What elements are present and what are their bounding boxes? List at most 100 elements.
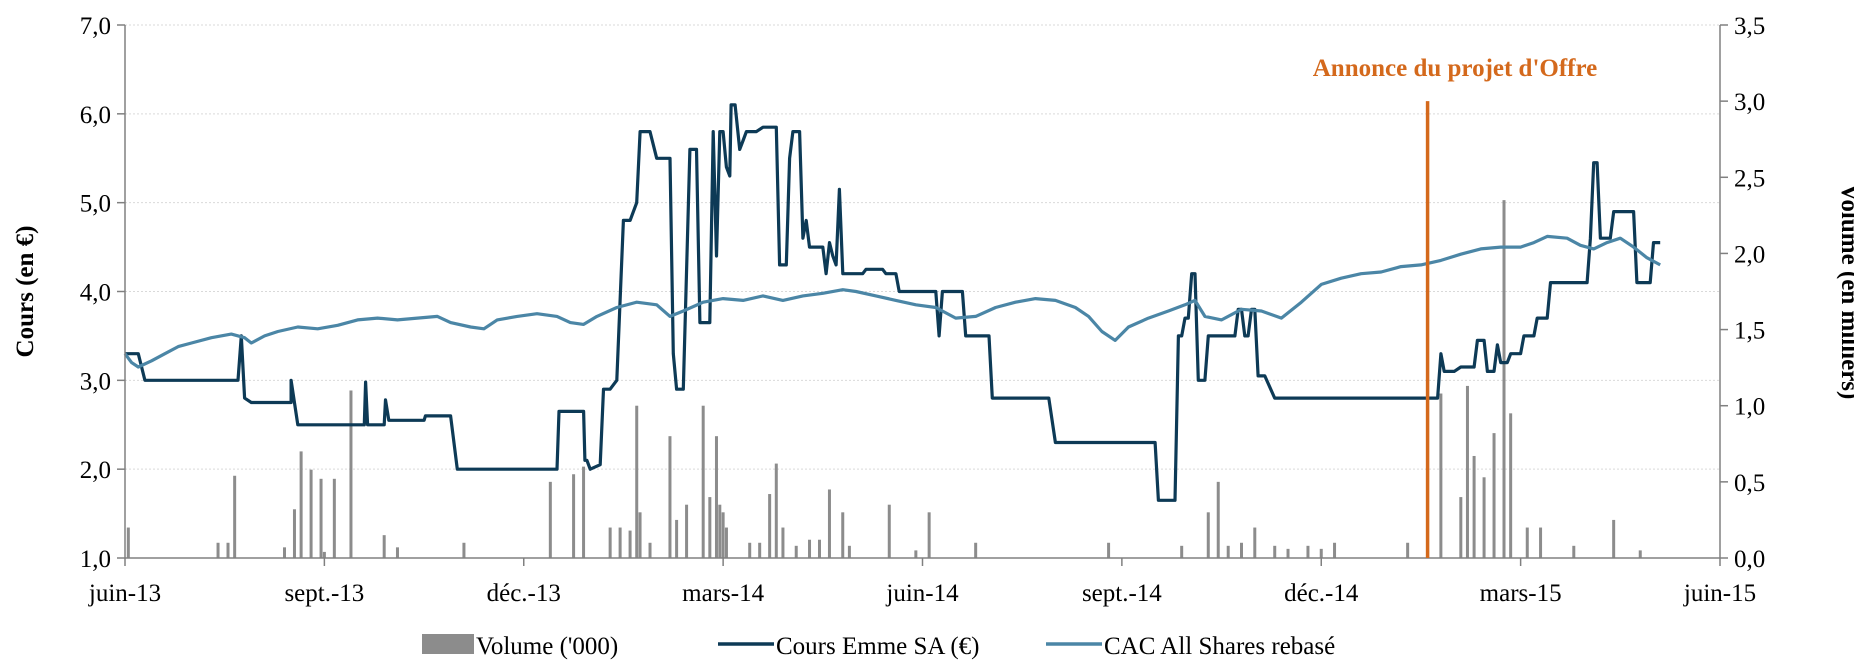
- axes: 1,0 2,0 3,0 4,0 5,0 6,0 7,0 0,0 0,5 1,0 1,5 2,0 2,5 3…: [80, 13, 1766, 607]
- volume-bar: [226, 542, 230, 558]
- volume-bar: [648, 542, 652, 558]
- volume-bar: [1509, 413, 1513, 558]
- volume-bar: [974, 542, 978, 558]
- x-tick-label: déc.-13: [487, 580, 561, 607]
- volume-bar: [1273, 545, 1277, 558]
- volume-bar: [382, 535, 386, 558]
- price-line: [125, 103, 1661, 502]
- x-tick-label: juin-15: [1683, 580, 1756, 607]
- y2-tick-label: 3,0: [1734, 89, 1765, 116]
- volume-bar: [582, 466, 586, 558]
- volume-bar: [635, 405, 639, 558]
- volume-bar: [748, 542, 752, 558]
- volume-bar: [618, 527, 622, 558]
- y2-axis-label: Volume (en milliers): [1836, 184, 1854, 400]
- legend-label-volume: Volume ('000): [476, 633, 618, 660]
- volume-bar: [1612, 519, 1616, 558]
- volume-bar: [283, 547, 286, 558]
- volume-bar: [1107, 542, 1111, 558]
- y2-tick-label: 2,5: [1734, 165, 1765, 192]
- series-lines: [123, 103, 1661, 502]
- volume-bar: [721, 512, 725, 558]
- volume-bar: [927, 512, 931, 558]
- y2-tick-label: 1,0: [1734, 394, 1765, 421]
- y-tick-label: 5,0: [80, 191, 111, 218]
- volume-bar: [1439, 393, 1443, 558]
- y-tick-label: 1,0: [80, 546, 111, 573]
- volume-bar: [1253, 527, 1257, 558]
- volume-bar: [768, 494, 772, 558]
- volume-bar: [724, 527, 728, 558]
- volume-bar: [914, 550, 918, 558]
- x-tick-label: sept.-14: [1082, 580, 1162, 607]
- volume-bar: [1459, 497, 1463, 558]
- volume-bar: [887, 504, 891, 558]
- volume-bar: [781, 527, 785, 558]
- y-tick-label: 4,0: [80, 280, 111, 307]
- volume-bar: [847, 545, 851, 558]
- volume-bar: [1306, 545, 1310, 558]
- legend-label-price: Cours Emme SA (€): [776, 633, 979, 660]
- volume-bar: [1492, 433, 1496, 558]
- y-tick-label: 3,0: [80, 368, 111, 395]
- x-tick-label: déc.-14: [1284, 580, 1359, 607]
- y2-tick-label: 3,5: [1734, 13, 1765, 40]
- volume-bar: [1638, 550, 1642, 558]
- volume-bar: [395, 547, 399, 558]
- volume-bar: [1472, 455, 1476, 558]
- volume-bar: [1406, 542, 1410, 558]
- volume-bar: [332, 478, 336, 558]
- x-tick-label: sept.-13: [284, 580, 364, 607]
- volume-bar: [827, 489, 831, 558]
- volume-bar: [1539, 527, 1543, 558]
- legend-swatch-volume: [422, 634, 474, 654]
- annotation-label: Annonce du projet d'Offre: [1313, 55, 1598, 82]
- volume-bar: [758, 542, 762, 558]
- volume-bar: [708, 497, 712, 558]
- volume-bar: [1319, 548, 1323, 558]
- volume-bar: [216, 542, 220, 558]
- volume-bar: [319, 478, 323, 558]
- y-tick-label: 2,0: [80, 457, 111, 484]
- legend: Volume ('000) Cours Emme SA (€) CAC All Sh…: [422, 633, 1335, 660]
- volume-bar: [1240, 542, 1243, 558]
- volume-bar: [841, 512, 845, 558]
- volume-bar: [572, 474, 576, 558]
- volume-bar: [1216, 481, 1220, 558]
- volume-bar: [322, 551, 326, 558]
- volume-bar: [1572, 545, 1576, 558]
- volume-bar: [126, 527, 130, 558]
- y-tick-label: 7,0: [80, 13, 111, 40]
- volume-bar: [548, 481, 552, 558]
- y2-tick-label: 0,5: [1734, 470, 1765, 497]
- x-tick-label: mars-15: [1480, 580, 1562, 607]
- y2-tick-label: 0,0: [1734, 546, 1765, 573]
- volume-bars: [126, 200, 1642, 558]
- x-tick-label: mars-14: [682, 580, 764, 607]
- volume-bar: [462, 542, 466, 558]
- volume-bar: [675, 519, 679, 558]
- x-tick-label: juin-13: [88, 580, 161, 607]
- index-line: [123, 234, 1661, 369]
- legend-label-index: CAC All Shares rebasé: [1104, 633, 1335, 660]
- volume-bar: [1226, 545, 1230, 558]
- y2-tick-label: 2,0: [1734, 241, 1765, 268]
- volume-bar: [1333, 542, 1337, 558]
- volume-bar: [1502, 200, 1506, 558]
- volume-bar: [233, 475, 237, 558]
- volume-bar: [309, 469, 313, 558]
- x-tick-label: juin-14: [885, 580, 959, 607]
- volume-bar: [1525, 527, 1529, 558]
- volume-bar: [1180, 545, 1184, 558]
- volume-bar: [714, 436, 718, 558]
- volume-bar: [1465, 385, 1469, 558]
- volume-bar: [1286, 548, 1290, 558]
- volume-bar: [774, 463, 778, 558]
- y-axis-label: Cours (en €): [12, 226, 39, 358]
- volume-bar: [292, 509, 296, 558]
- volume-bar: [817, 539, 821, 558]
- volume-bar: [1482, 477, 1486, 558]
- volume-bar: [299, 451, 303, 558]
- volume-bar: [1206, 512, 1210, 558]
